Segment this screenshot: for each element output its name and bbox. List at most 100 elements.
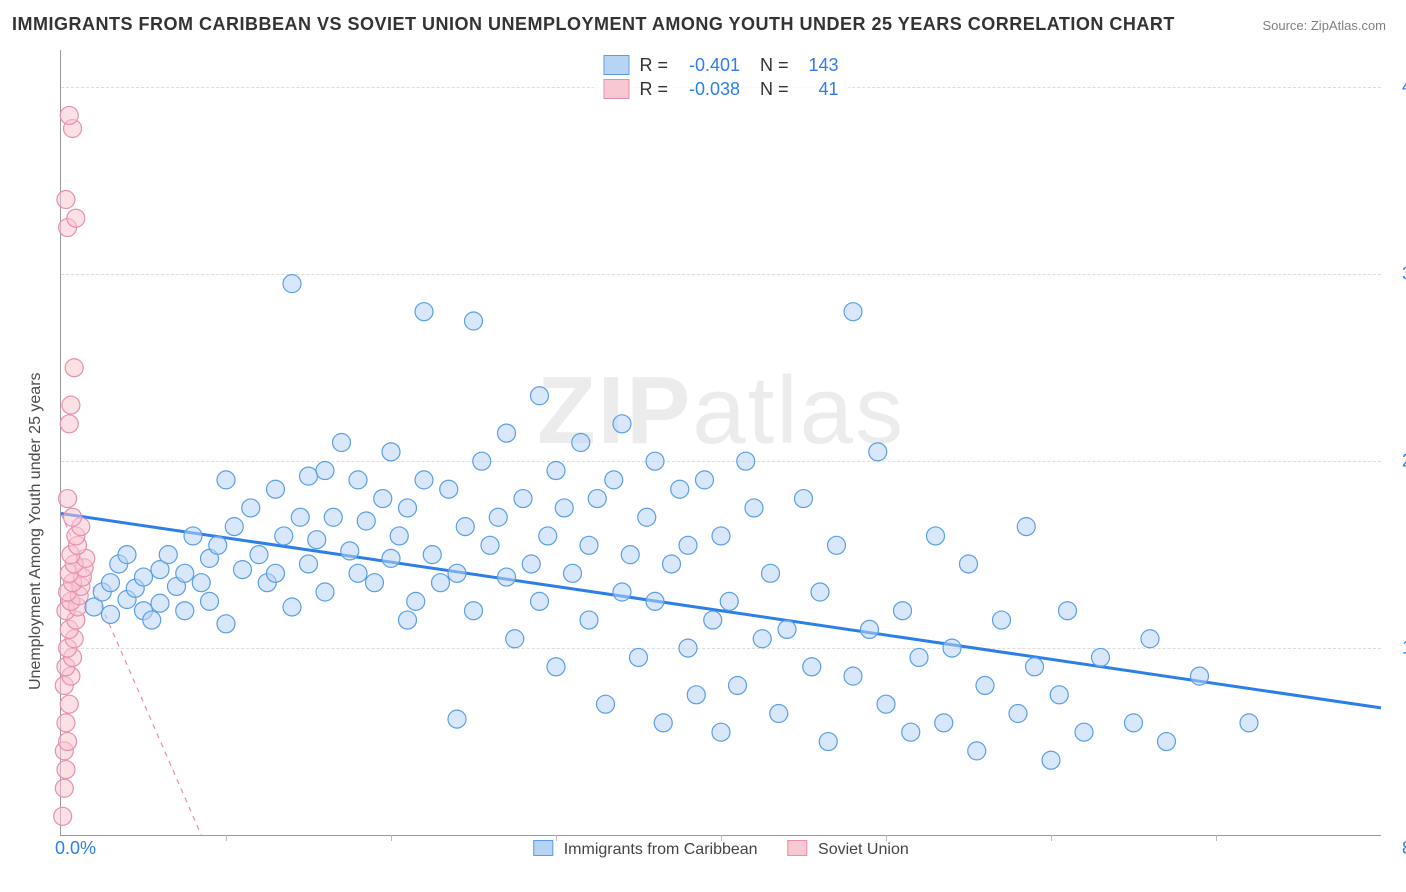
- point-caribbean: [242, 499, 260, 517]
- x-tick-mark: [1216, 835, 1217, 841]
- x-tick-mark: [1051, 835, 1052, 841]
- point-caribbean: [415, 303, 433, 321]
- point-soviet: [62, 396, 80, 414]
- point-caribbean: [143, 611, 161, 629]
- point-caribbean: [184, 527, 202, 545]
- point-caribbean: [201, 592, 219, 610]
- point-caribbean: [564, 564, 582, 582]
- point-caribbean: [803, 658, 821, 676]
- legend-item-soviet: Soviet Union: [788, 840, 909, 859]
- point-soviet: [57, 761, 75, 779]
- point-caribbean: [374, 490, 392, 508]
- legend-item-caribbean: Immigrants from Caribbean: [533, 840, 757, 859]
- correlation-legend: R = -0.401 N = 143 R = -0.038 N = 41: [593, 50, 848, 104]
- point-caribbean: [291, 508, 309, 526]
- scatter-svg: [61, 50, 1381, 835]
- legend-label-caribbean: Immigrants from Caribbean: [564, 841, 758, 858]
- point-caribbean: [531, 592, 549, 610]
- point-caribbean: [1092, 648, 1110, 666]
- point-caribbean: [1059, 602, 1077, 620]
- point-caribbean: [646, 592, 664, 610]
- point-caribbean: [960, 555, 978, 573]
- legend-label-soviet: Soviet Union: [818, 841, 909, 858]
- point-soviet: [60, 106, 78, 124]
- point-caribbean: [696, 471, 714, 489]
- point-caribbean: [1042, 751, 1060, 769]
- point-caribbean: [844, 303, 862, 321]
- point-caribbean: [135, 568, 153, 586]
- point-caribbean: [679, 536, 697, 554]
- point-caribbean: [300, 555, 318, 573]
- point-caribbean: [1017, 518, 1035, 536]
- legend-row-caribbean: R = -0.401 N = 143: [603, 54, 838, 76]
- point-caribbean: [943, 639, 961, 657]
- point-caribbean: [1240, 714, 1258, 732]
- point-caribbean: [102, 574, 120, 592]
- point-caribbean: [308, 531, 326, 549]
- point-caribbean: [275, 527, 293, 545]
- point-caribbean: [877, 695, 895, 713]
- point-soviet: [65, 359, 83, 377]
- source-label: Source: ZipAtlas.com: [1262, 18, 1386, 33]
- point-soviet: [59, 733, 77, 751]
- point-caribbean: [770, 705, 788, 723]
- y-tick-label: 20.0%: [1402, 451, 1406, 472]
- point-soviet: [59, 490, 77, 508]
- x-tick-max: 80.0%: [1402, 838, 1406, 859]
- point-soviet: [60, 415, 78, 433]
- point-caribbean: [795, 490, 813, 508]
- point-caribbean: [910, 648, 928, 666]
- point-caribbean: [729, 676, 747, 694]
- point-soviet: [54, 807, 72, 825]
- point-caribbean: [151, 594, 169, 612]
- point-caribbean: [861, 620, 879, 638]
- x-tick-mark: [226, 835, 227, 841]
- point-caribbean: [605, 471, 623, 489]
- point-caribbean: [646, 452, 664, 470]
- point-caribbean: [349, 564, 367, 582]
- point-caribbean: [613, 415, 631, 433]
- point-caribbean: [1141, 630, 1159, 648]
- point-caribbean: [283, 275, 301, 293]
- swatch-soviet: [603, 79, 629, 99]
- point-caribbean: [357, 512, 375, 530]
- point-caribbean: [869, 443, 887, 461]
- point-caribbean: [465, 602, 483, 620]
- point-caribbean: [267, 564, 285, 582]
- point-caribbean: [687, 686, 705, 704]
- point-caribbean: [902, 723, 920, 741]
- point-caribbean: [539, 527, 557, 545]
- point-caribbean: [712, 723, 730, 741]
- point-caribbean: [811, 583, 829, 601]
- point-caribbean: [778, 620, 796, 638]
- point-caribbean: [828, 536, 846, 554]
- point-caribbean: [250, 546, 268, 564]
- point-caribbean: [1191, 667, 1209, 685]
- point-caribbean: [704, 611, 722, 629]
- point-soviet: [67, 209, 85, 227]
- point-caribbean: [300, 467, 318, 485]
- swatch-caribbean-sm: [533, 840, 553, 856]
- point-caribbean: [465, 312, 483, 330]
- point-caribbean: [638, 508, 656, 526]
- point-caribbean: [456, 518, 474, 536]
- point-caribbean: [176, 602, 194, 620]
- point-caribbean: [522, 555, 540, 573]
- point-caribbean: [382, 443, 400, 461]
- point-caribbean: [927, 527, 945, 545]
- point-caribbean: [663, 555, 681, 573]
- point-caribbean: [415, 471, 433, 489]
- n-label: N =: [760, 78, 789, 100]
- point-caribbean: [671, 480, 689, 498]
- point-caribbean: [267, 480, 285, 498]
- point-caribbean: [1125, 714, 1143, 732]
- point-caribbean: [448, 710, 466, 728]
- point-caribbean: [745, 499, 763, 517]
- point-caribbean: [440, 480, 458, 498]
- point-caribbean: [737, 452, 755, 470]
- point-caribbean: [407, 592, 425, 610]
- point-caribbean: [399, 499, 417, 517]
- point-caribbean: [217, 471, 235, 489]
- point-caribbean: [819, 733, 837, 751]
- point-caribbean: [209, 536, 227, 554]
